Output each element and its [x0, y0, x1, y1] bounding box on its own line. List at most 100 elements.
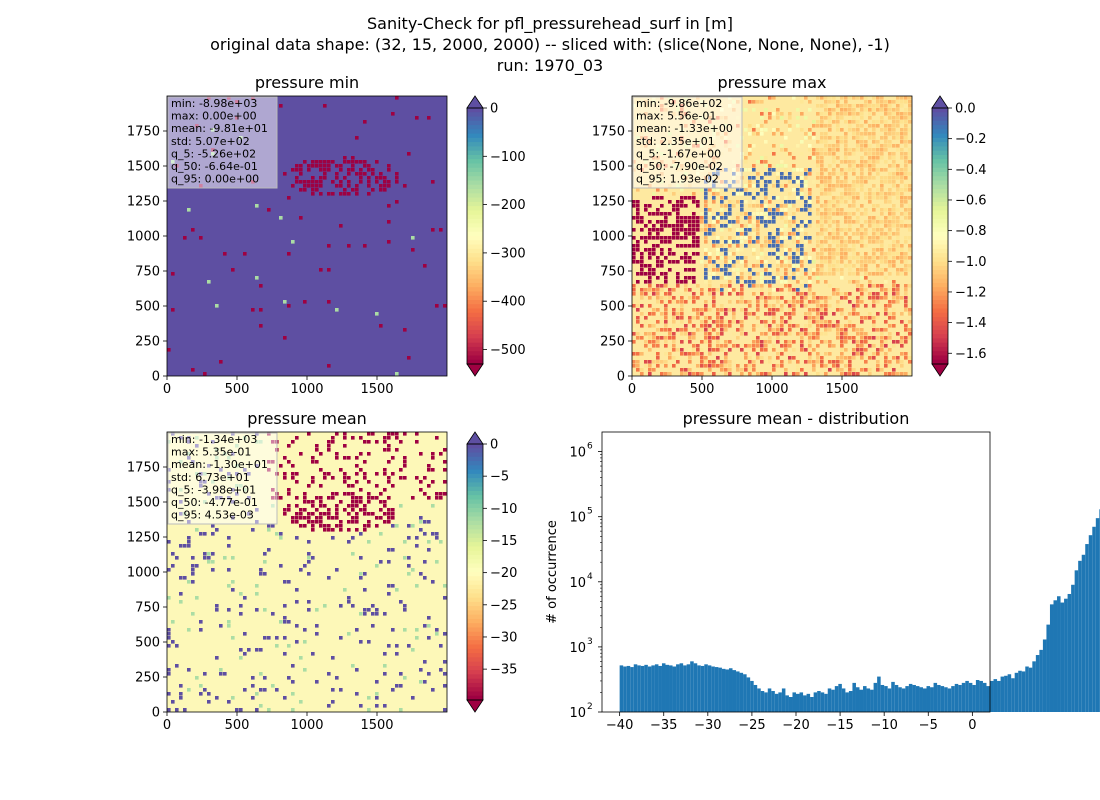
colorbar-tick-label: −0.6 — [955, 193, 987, 208]
colorbar-tick-label: −500 — [490, 343, 526, 358]
stats-line: max: 5.35e-01 — [171, 446, 251, 459]
histogram-bar — [796, 693, 800, 712]
histogram-bar — [884, 686, 888, 712]
colorbar-extend-top — [466, 95, 484, 109]
histogram-bar — [1085, 544, 1089, 712]
stats-line: min: -1.34e+03 — [171, 433, 257, 446]
histogram-bar — [1060, 602, 1065, 712]
histogram-bar — [1046, 624, 1050, 712]
colorbar-extend-bottom — [466, 363, 484, 377]
x-tick-label: 0 — [163, 718, 171, 733]
histogram-bar — [993, 679, 998, 712]
histogram-bar — [1081, 554, 1086, 712]
colorbar-extend-bottom — [931, 363, 949, 377]
colorbar-frame — [466, 107, 484, 365]
colorbar-tick-label: −0.4 — [955, 163, 987, 178]
histogram-bar — [891, 681, 895, 712]
histogram-bar — [1021, 671, 1026, 712]
histogram-bar — [845, 692, 849, 712]
y-tick-label: 10 — [569, 446, 586, 461]
histogram-bar — [1074, 570, 1079, 712]
histogram-bar — [693, 663, 698, 712]
x-tick-label: −30 — [694, 718, 721, 733]
histogram-bar — [870, 689, 874, 712]
panel-title: pressure mean - distribution — [683, 409, 910, 428]
y-tick-label: 1500 — [127, 496, 160, 511]
histogram-bar — [820, 692, 825, 712]
stats-line: q_95: 1.93e-02 — [636, 173, 719, 186]
histogram-bar — [669, 665, 673, 712]
histogram-bar — [951, 686, 955, 712]
colorbar: 0 −100 −200 −300 −400 −500 — [466, 95, 526, 377]
y-tick-label: 250 — [600, 335, 625, 350]
histogram-bar — [623, 666, 627, 712]
histogram-bar — [990, 680, 994, 712]
colorbar-tick-label: −1.4 — [955, 316, 987, 331]
histogram-bar — [781, 688, 786, 712]
histogram-bar — [1049, 604, 1054, 712]
histogram-bar — [813, 692, 818, 712]
x-tick-label: 0 — [968, 718, 976, 733]
histogram-bar — [1004, 675, 1008, 712]
colorbar-tick-label: −300 — [490, 246, 526, 261]
histogram-bar — [647, 666, 652, 712]
colorbar: 0 −5 −10 −15 −20 −25 −30 −35 — [466, 431, 517, 713]
colorbar-tick-label: 0 — [490, 102, 498, 117]
histogram-bar — [1078, 560, 1082, 712]
colorbar: 0.0 −0.2 −0.4 −0.6 −0.8 −1.0 −1.2 −1.4 −1.6 — [931, 95, 987, 377]
histogram-bar — [961, 682, 966, 712]
histogram-bar — [743, 674, 747, 712]
colorbar-tick-label: −10 — [490, 502, 517, 517]
x-tick-label: 1500 — [360, 718, 393, 733]
histogram-bar — [792, 692, 796, 712]
y-tick-label: 1750 — [127, 461, 160, 476]
histogram-bar — [965, 680, 969, 712]
histogram-bar — [721, 668, 726, 712]
histogram-bar — [771, 691, 775, 712]
histogram-bar — [1071, 584, 1075, 712]
stats-line: mean: -1.33e+00 — [636, 122, 733, 135]
colorbar-tick-label: −200 — [490, 198, 526, 213]
histogram-bar — [714, 667, 719, 712]
x-tick-label: −25 — [738, 718, 765, 733]
histogram-bar — [915, 686, 920, 712]
histogram-bar — [679, 663, 684, 712]
y-tick-label: 10 — [569, 511, 586, 526]
x-tick-label: −40 — [606, 718, 633, 733]
x-tick-label: −35 — [650, 718, 677, 733]
histogram-bars — [619, 509, 1100, 712]
histogram-bar — [711, 666, 715, 712]
histogram-bar — [933, 682, 938, 712]
histogram-bar — [894, 684, 899, 712]
y-tick-label: 1750 — [127, 125, 160, 140]
y-tick-exponent: 6 — [587, 442, 593, 452]
histogram-bar — [644, 664, 648, 712]
colorbar-tick-label: −15 — [490, 534, 517, 549]
histogram-bar — [1053, 600, 1058, 712]
y-tick-exponent: 5 — [587, 507, 593, 517]
histogram-bar — [841, 688, 846, 712]
histogram-bar — [944, 687, 948, 712]
y-axis-label: # of occurrence — [545, 520, 560, 624]
heatmap-field — [167, 432, 447, 712]
x-tick-label: 0 — [163, 382, 171, 397]
x-tick-label: 500 — [690, 382, 715, 397]
histogram-panel: pressure mean - distribution −40 −35 −30 −25… — [545, 409, 1100, 733]
x-tick-label: 1500 — [360, 382, 393, 397]
histogram-bar — [982, 682, 987, 712]
histogram-bar — [658, 665, 662, 712]
histogram-bar — [637, 665, 641, 712]
histogram-bar — [697, 665, 701, 712]
histogram-bar — [651, 665, 655, 712]
histogram-bar — [968, 682, 973, 712]
colorbar-frame — [931, 107, 949, 365]
colorbar-tick-label: −25 — [490, 598, 517, 613]
colorbar-tick-label: −1.0 — [955, 255, 987, 270]
stats-line: q_95: 4.53e-03 — [171, 509, 254, 522]
histogram-bar — [898, 687, 902, 712]
stats-box-frame — [167, 432, 278, 525]
histogram-bar — [1067, 593, 1072, 712]
histogram-bar — [1028, 667, 1033, 712]
y-tick-label: 10 — [569, 576, 586, 591]
